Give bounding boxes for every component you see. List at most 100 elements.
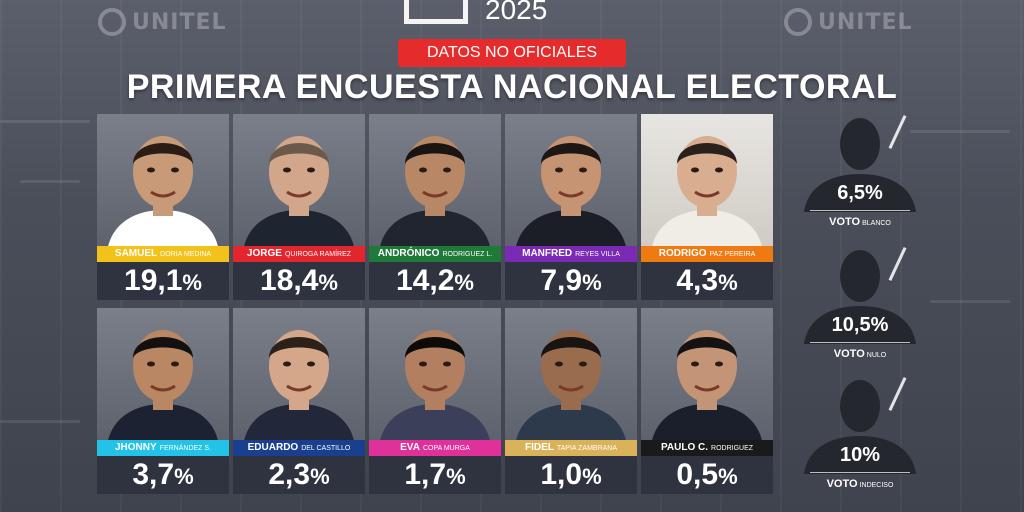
percent-sign: % [718, 270, 738, 295]
other-vote-label: VOTO NULO [804, 348, 916, 360]
candidate-name: FIDEL TAPIA ZAMBRANA [505, 440, 637, 456]
candidate-first-name: JORGE [246, 248, 282, 259]
background-streak [910, 130, 1010, 133]
percentage-value: 1,0 [540, 458, 583, 491]
candidate-card: JORGE QUIROGA RAMÍREZ 18,4% [233, 114, 365, 302]
candidate-photo [97, 308, 229, 446]
candidate-first-name: RODRIGO [658, 248, 707, 259]
other-vote-block: 10,5% VOTO NULO [804, 244, 916, 374]
percent-sign: % [318, 270, 338, 295]
other-vote-percentage: 6,5% [837, 182, 883, 204]
percent-sign: % [454, 270, 474, 295]
candidate-last-name: RODRIGUEZ [711, 445, 754, 452]
candidate-last-name: COPA MURGA [422, 445, 470, 452]
percent-sign: % [174, 464, 194, 489]
candidate-percentage: 19,1% [97, 262, 229, 300]
candidate-percentage: 1,0% [505, 456, 637, 494]
candidate-first-name: JHONNY [114, 442, 157, 453]
candidate-card: RODRIGO PAZ PEREIRA 4,3% [641, 114, 773, 302]
candidate-percentage: 2,3% [233, 456, 365, 494]
candidate-card: EDUARDO DEL CASTILLO 2,3% [233, 308, 365, 496]
candidate-card: ANDRÓNICO RODRIGUEZ L. 14,2% [369, 114, 501, 302]
candidate-name: MANFRED REYES VILLA [505, 246, 637, 262]
percent-sign: % [446, 464, 466, 489]
candidate-photo [505, 114, 637, 252]
vote-word: VOTO [833, 348, 865, 360]
person-silhouette-icon [804, 118, 916, 212]
candidate-last-name: DORIA MEDINA [160, 251, 212, 258]
percentage-value: 18,4 [260, 264, 319, 297]
other-vote-block: 10% VOTO INDECISO [804, 374, 916, 504]
person-silhouette-icon [804, 380, 916, 474]
person-silhouette-icon [804, 250, 916, 344]
vote-word: VOTO [829, 216, 861, 228]
percentage-value: 3,7 [132, 458, 175, 491]
candidate-photo [369, 308, 501, 446]
unitel-logo-icon [98, 8, 126, 36]
candidate-name: RODRIGO PAZ PEREIRA [641, 246, 773, 262]
candidate-last-name: FERNÁNDEZ S. [159, 445, 212, 452]
candidate-last-name: QUIROGA RAMÍREZ [284, 251, 352, 258]
year-label: 2025 [485, 0, 548, 25]
candidate-last-name: PAZ PEREIRA [709, 251, 756, 258]
candidate-percentage: 0,5% [641, 456, 773, 494]
candidate-percentage: 14,2% [369, 262, 501, 300]
percent-sign: % [582, 270, 602, 295]
candidate-first-name: EDUARDO [247, 442, 299, 453]
candidate-name: EDUARDO DEL CASTILLO [233, 440, 365, 456]
candidate-card: JHONNY FERNÁNDEZ S. 3,7% [97, 308, 229, 496]
percentage-value: 0,5 [676, 458, 719, 491]
flag-logo-icon [404, 0, 468, 24]
unitel-watermark: UNITEL [98, 8, 227, 36]
candidate-photo [97, 114, 229, 252]
candidate-last-name: TAPIA ZAMBRANA [556, 445, 618, 452]
candidate-first-name: EVA [400, 442, 420, 453]
candidate-name: EVA COPA MURGA [369, 440, 501, 456]
candidate-name: JORGE QUIROGA RAMÍREZ [233, 246, 365, 262]
candidate-card: PAULO C. RODRIGUEZ 0,5% [641, 308, 773, 496]
other-vote-label: VOTO BLANCO [804, 216, 916, 228]
other-vote-percentage: 10% [839, 444, 881, 466]
other-vote-label: VOTO INDECISO [804, 478, 916, 490]
candidate-percentage: 7,9% [505, 262, 637, 300]
percentage-value: 14,2 [396, 264, 455, 297]
candidate-last-name: DEL CASTILLO [301, 445, 351, 452]
percentage-value: 4,3 [676, 264, 719, 297]
candidate-name: JHONNY FERNÁNDEZ S. [97, 440, 229, 456]
percentage-value: 19,1 [124, 264, 183, 297]
candidate-first-name: FIDEL [524, 442, 554, 453]
candidate-first-name: SAMUEL [114, 248, 158, 259]
candidate-photo [505, 308, 637, 446]
unofficial-data-badge: DATOS NO OFICIALES [398, 39, 626, 67]
candidate-name: ANDRÓNICO RODRIGUEZ L. [369, 246, 501, 262]
percent-sign: % [310, 464, 330, 489]
candidate-name: PAULO C. RODRIGUEZ [641, 440, 773, 456]
candidate-photo [233, 308, 365, 446]
candidate-name: SAMUEL DORIA MEDINA [97, 246, 229, 262]
candidate-card: MANFRED REYES VILLA 7,9% [505, 114, 637, 302]
candidate-percentage: 4,3% [641, 262, 773, 300]
vote-type: INDECISO [859, 482, 894, 489]
candidate-percentage: 3,7% [97, 456, 229, 494]
candidate-photo [369, 114, 501, 252]
percentage-value: 7,9 [540, 264, 583, 297]
page-title: PRIMERA ENCUESTA NACIONAL ELECTORAL [126, 68, 898, 106]
candidate-card: FIDEL TAPIA ZAMBRANA 1,0% [505, 308, 637, 496]
candidate-first-name: PAULO C. [660, 442, 709, 453]
percent-sign: % [182, 270, 202, 295]
percentage-value: 1,7 [404, 458, 447, 491]
percent-sign: % [582, 464, 602, 489]
background-streak [20, 180, 80, 183]
divider [810, 210, 910, 211]
candidate-last-name: RODRIGUEZ L. [442, 251, 493, 258]
candidate-photo [641, 114, 773, 252]
unitel-logo-icon [784, 8, 812, 36]
divider [810, 342, 910, 343]
vote-word: VOTO [826, 478, 858, 490]
candidate-card: SAMUEL DORIA MEDINA 19,1% [97, 114, 229, 302]
vote-type: NULO [866, 352, 887, 359]
percent-sign: % [718, 464, 738, 489]
background-streak [930, 300, 1010, 303]
candidate-card: EVA COPA MURGA 1,7% [369, 308, 501, 496]
unitel-watermark: UNITEL [784, 8, 913, 36]
